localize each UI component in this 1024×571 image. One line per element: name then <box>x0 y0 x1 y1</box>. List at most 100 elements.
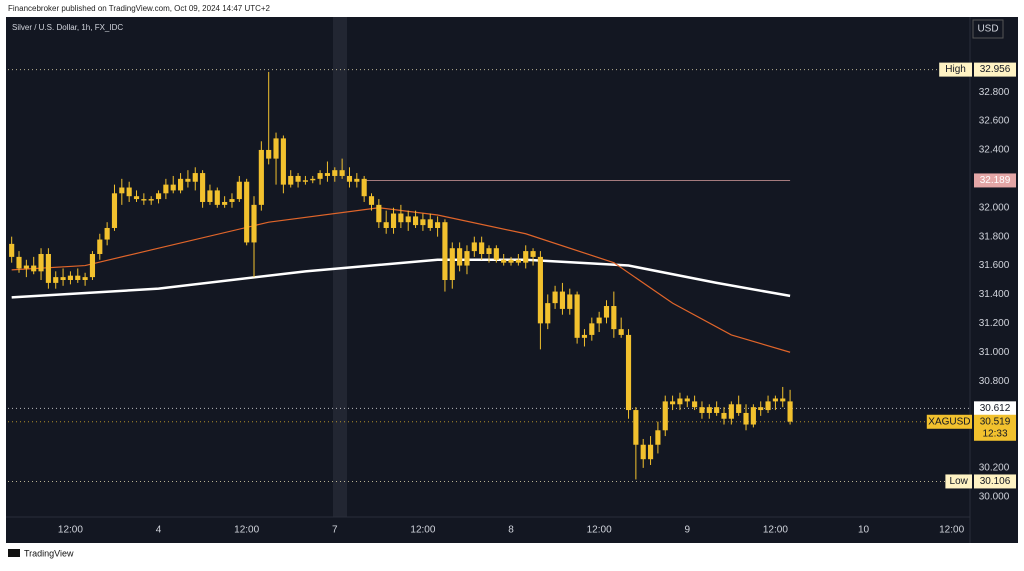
candle-body <box>662 401 668 431</box>
y-tick-label: 32.400 <box>979 145 1010 156</box>
candle-body <box>288 175 294 185</box>
candle-body <box>280 138 286 185</box>
candle-body <box>633 410 639 445</box>
chart-background <box>6 17 1018 543</box>
candle-body <box>501 259 507 263</box>
candle-body <box>133 196 140 200</box>
x-tick-label: 12:00 <box>234 525 259 536</box>
candle-body <box>721 412 727 419</box>
chart-title: Silver / U.S. Dollar, 1h, FX_IDC <box>12 23 123 32</box>
x-tick-label: 12:00 <box>763 525 788 536</box>
candle-body <box>677 398 683 405</box>
candle-body <box>589 323 595 335</box>
candle-body <box>530 251 536 257</box>
candle-body <box>53 277 59 283</box>
candle-body <box>758 407 764 411</box>
candle-body <box>787 401 793 422</box>
price-label-box <box>974 401 1016 416</box>
candle-body <box>559 291 566 309</box>
candle-body <box>170 184 176 191</box>
candle-body <box>376 204 382 223</box>
price-label: 30.519 <box>980 416 1011 427</box>
candle-body <box>736 404 742 413</box>
tv-logo <box>8 549 20 557</box>
candle-body <box>163 184 169 194</box>
x-tick-label: 8 <box>508 525 514 536</box>
candle-body <box>457 248 463 266</box>
candle-body <box>692 401 698 408</box>
y-tick-label: 31.200 <box>979 318 1010 329</box>
price-label-box <box>974 474 1016 489</box>
candle-body <box>229 199 235 202</box>
candle-body <box>442 222 448 281</box>
x-tick-label: 12:00 <box>410 525 435 536</box>
candle-body <box>714 407 720 413</box>
session-highlight <box>333 17 347 517</box>
y-tick-label: 32.000 <box>979 202 1010 213</box>
candle-body <box>427 219 433 228</box>
candle-body <box>706 407 712 413</box>
candle-body <box>222 201 228 205</box>
candle-body <box>185 178 191 182</box>
candle-body <box>567 294 573 309</box>
x-tick-label: 12:00 <box>587 525 612 536</box>
candle-body <box>251 204 257 243</box>
currency: USD <box>977 24 998 35</box>
candle-body <box>581 334 588 338</box>
currency-box <box>972 19 1004 39</box>
candle-body <box>618 329 624 335</box>
candle-body <box>464 251 470 266</box>
candle-body <box>603 306 610 318</box>
candle-body <box>192 173 198 182</box>
candle-body <box>60 277 66 281</box>
candle-body <box>537 256 543 324</box>
candle-body <box>9 243 15 257</box>
price-label-box <box>974 173 1016 188</box>
tag-box <box>939 62 972 77</box>
moving-average <box>11 207 791 353</box>
y-tick-label: 32.600 <box>979 116 1010 127</box>
tag-box <box>945 474 972 489</box>
price-tag: XAGUSD <box>928 416 970 427</box>
candle-body <box>647 444 654 460</box>
y-tick-label: 32.800 <box>979 87 1010 98</box>
candle-body <box>486 248 492 254</box>
y-tick-label: 30.800 <box>979 376 1010 387</box>
candle-body <box>398 213 404 223</box>
candle-body <box>236 181 242 200</box>
candle-body <box>493 248 499 260</box>
candle-body <box>479 242 485 254</box>
candle-body <box>655 430 661 445</box>
x-tick-label: 12:00 <box>58 525 83 536</box>
candle-body <box>420 219 426 226</box>
candle-body <box>111 193 118 228</box>
candle-body <box>273 138 279 159</box>
candle-body <box>699 407 705 413</box>
y-tick-label: 30.000 <box>979 491 1010 502</box>
price-label: 32.956 <box>980 64 1011 75</box>
candle-body <box>449 248 455 281</box>
candle-body <box>728 404 734 419</box>
candle-body <box>515 259 521 263</box>
y-tick-label: 31.400 <box>979 289 1010 300</box>
x-tick-label: 4 <box>156 525 162 536</box>
candle-body <box>97 239 103 254</box>
candle-body <box>104 227 110 240</box>
candle-body <box>310 178 316 181</box>
candle-body <box>361 178 367 197</box>
candle-body <box>317 173 323 179</box>
candle-body <box>625 334 632 411</box>
candle-body <box>200 173 206 202</box>
price-label: 30.612 <box>980 403 1011 414</box>
candle-body <box>332 170 338 176</box>
price-label: 32.189 <box>980 175 1011 186</box>
candle-body <box>552 291 558 304</box>
candle-body <box>119 187 125 194</box>
y-tick-label: 31.800 <box>979 231 1010 242</box>
candle-body <box>772 398 778 402</box>
x-tick-label: 10 <box>858 525 870 536</box>
candle-body <box>23 265 29 269</box>
candle-body <box>508 259 514 263</box>
